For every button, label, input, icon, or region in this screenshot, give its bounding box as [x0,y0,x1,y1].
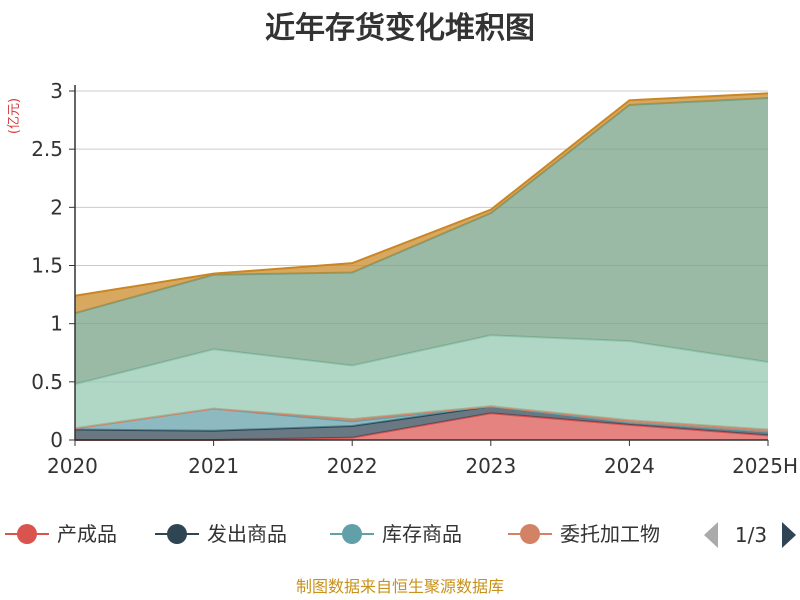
legend-marker-icon [342,524,362,544]
y-tick-label: 0 [50,428,63,452]
area-发出商品 [75,406,768,440]
y-tick-label: 2.5 [31,137,63,161]
area-其他 [75,93,768,314]
legend-marker-icon [520,524,540,544]
y-axis-unit: (亿元) [7,98,22,134]
legend-next-icon[interactable] [782,522,796,548]
legend-prev-icon[interactable] [704,522,718,548]
legend-marker-icon [167,524,187,544]
legend-item[interactable]: 发出商品 [155,522,287,546]
legend-page-indicator: 1/3 [735,523,767,547]
x-tick-label: 2022 [327,454,378,478]
chart-title: 近年存货变化堆积图 [265,11,535,46]
x-tick-label: 2025H [732,454,798,478]
legend-marker-icon [17,524,37,544]
y-tick-label: 1 [50,312,63,336]
y-tick-label: 0.5 [31,370,63,394]
y-tick-label: 1.5 [31,254,63,278]
area-series [74,92,769,441]
area-在产品 [75,335,768,430]
legend-item[interactable]: 委托加工物 [508,522,660,546]
legend-label: 产成品 [57,522,117,546]
data-source-note: 制图数据来自恒生聚源数据库 [296,577,504,596]
x-tick-label: 2023 [465,454,516,478]
y-tick-label: 3 [50,79,63,103]
legend-label: 委托加工物 [560,522,660,546]
x-tick-label: 2020 [47,454,98,478]
legend-label: 发出商品 [207,522,287,546]
legend: 产成品 发出商品 库存商品 委托加工物 [5,522,660,546]
y-tick-label: 2 [50,195,63,219]
axes [74,85,768,441]
legend-pager: 1/3 [704,522,796,548]
area-原材料 [75,97,768,385]
x-axis-ticks: 2020 2021 2022 2023 2024 2025H [47,440,798,478]
x-tick-label: 2024 [604,454,655,478]
legend-item[interactable]: 库存商品 [330,522,462,546]
y-axis-ticks: 0 0.5 1 1.5 2 2.5 3 [31,79,75,452]
legend-item[interactable]: 产成品 [5,522,117,546]
x-tick-label: 2021 [188,454,239,478]
line-其他 [74,92,769,297]
legend-label: 库存商品 [382,522,462,546]
area-产成品 [75,413,768,440]
